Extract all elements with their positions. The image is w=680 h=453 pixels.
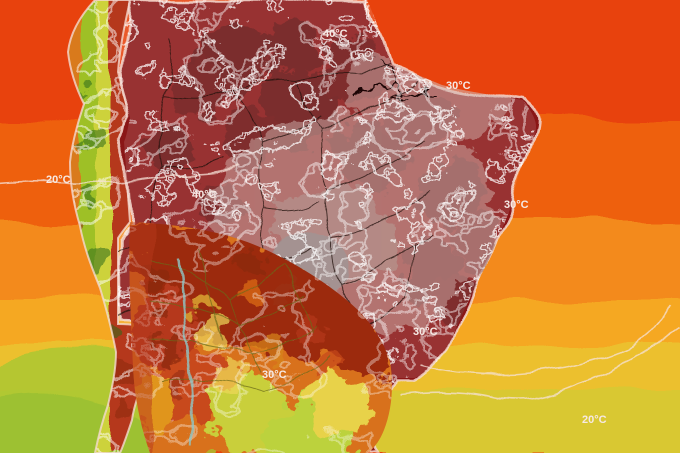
svg-text:40°C: 40°C xyxy=(192,189,217,201)
svg-text:30°C: 30°C xyxy=(446,80,471,92)
svg-text:40°C: 40°C xyxy=(323,28,348,40)
svg-text:20°C: 20°C xyxy=(582,414,607,426)
svg-text:30°C: 30°C xyxy=(262,369,287,381)
svg-text:30°C: 30°C xyxy=(413,326,438,338)
svg-text:30°C: 30°C xyxy=(504,199,529,211)
svg-text:20°C: 20°C xyxy=(46,174,71,186)
